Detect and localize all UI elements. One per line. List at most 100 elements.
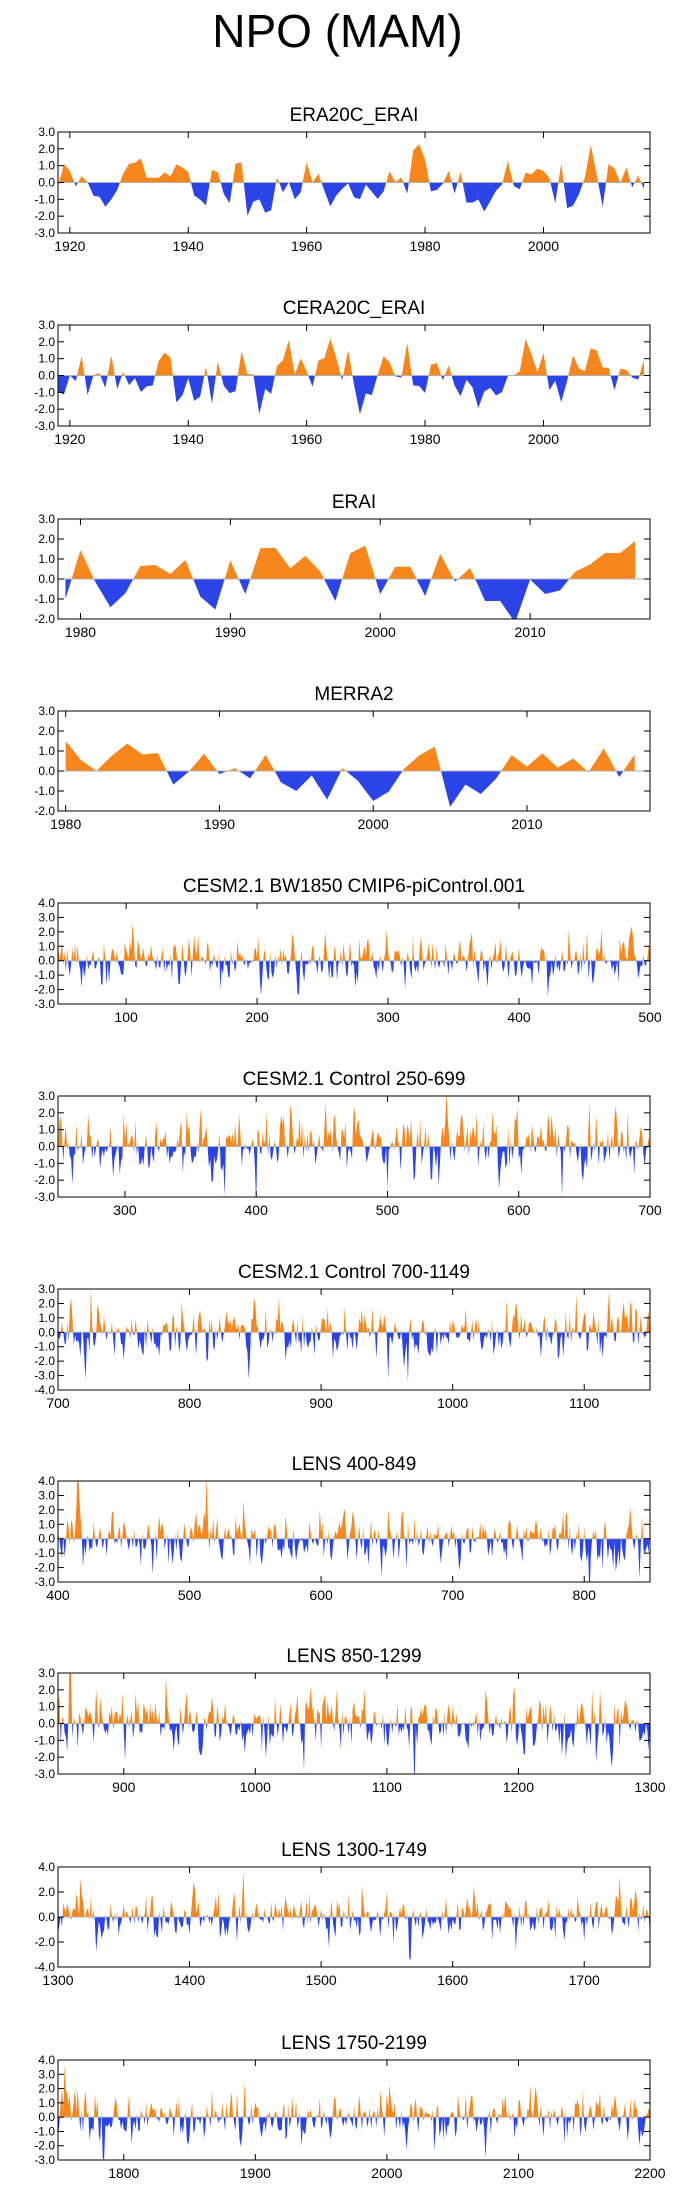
y-tick-label: 1.0: [38, 1700, 55, 1714]
y-tick-label: -3.0: [34, 1575, 55, 1589]
x-tick-label: 100: [114, 1009, 138, 1025]
panel-title: MERRA2: [314, 684, 393, 705]
plot-frame: [57, 2059, 651, 2161]
negative-area: [58, 375, 645, 415]
x-tick-label: 1900: [240, 2165, 271, 2181]
panel-title: CESM2.1 Control 700-1149: [238, 1262, 470, 1283]
positive-area: [65, 741, 635, 771]
y-tick-label: -2.0: [34, 804, 55, 818]
x-tick-label: 700: [46, 1395, 70, 1411]
panel-title: ERA20C_ERAI: [290, 105, 419, 126]
y-tick-label: 2.0: [38, 335, 55, 349]
y-tick-label: 0.0: [38, 954, 55, 968]
y-tick-label: 2.0: [38, 532, 55, 546]
y-tick-label: 0.0: [38, 1532, 55, 1546]
x-tick-label: 500: [178, 1587, 202, 1603]
positive-area: [65, 541, 636, 579]
panel-title: LENS 400-849: [292, 1454, 417, 1475]
x-tick-label: 700: [638, 1202, 662, 1218]
y-tick-label: -1.0: [34, 1546, 55, 1560]
y-tick-label: 3.0: [38, 2067, 55, 2081]
y-tick-label: 3.0: [38, 125, 55, 139]
data-series: [58, 144, 650, 216]
x-tick-label: 500: [638, 1009, 662, 1025]
x-tick-label: 1300: [634, 1779, 665, 1795]
y-tick-label: -2.0: [34, 209, 55, 223]
negative-area: [58, 1146, 650, 1197]
y-tick-label: 3.0: [38, 318, 55, 332]
y-tick-label: 0.0: [38, 2110, 55, 2124]
y-tick-label: 3.0: [38, 1282, 55, 1296]
x-tick-label: 200: [245, 1009, 269, 1025]
panel-title: CESM2.1 BW1850 CMIP6-piControl.001: [183, 876, 525, 897]
y-tick-label: 2.0: [38, 2082, 55, 2096]
x-tick-label: 800: [573, 1587, 597, 1603]
x-tick-label: 1980: [409, 431, 440, 447]
positive-area: [58, 1673, 650, 1724]
negative-area: [58, 960, 650, 998]
chart-panel: LENS 400-849 4.03.02.01.00.0-1.0-2.0-3.04…: [34, 1454, 651, 1603]
plot-frame: [57, 710, 651, 812]
chart-panel: LENS 850-1299 3.0 2.0 1.0 0.0 -1.0 -2.0 -3.0 900…: [34, 1646, 665, 1795]
y-tick-label: -1.0: [34, 1156, 55, 1170]
x-tick-label: 1960: [291, 431, 322, 447]
x-tick-label: 2200: [634, 2165, 665, 2181]
x-tick-label: 300: [113, 1202, 137, 1218]
panel-title: CESM2.1 Control 250-699: [243, 1069, 466, 1090]
y-tick-label: 0.0: [38, 1717, 55, 1731]
x-tick-label: 1990: [215, 624, 246, 640]
y-tick-label: 1.0: [38, 552, 55, 566]
x-tick-label: 1980: [50, 816, 81, 832]
negative-area: [58, 1917, 650, 1961]
y-tick-label: 2.0: [38, 142, 55, 156]
y-tick-label: 0.0: [38, 369, 55, 383]
y-tick-label: -3.0: [34, 226, 55, 240]
x-tick-label: 400: [245, 1202, 269, 1218]
plot-frame: [57, 902, 651, 1005]
y-tick-label: 1.0: [38, 939, 55, 953]
data-series: [58, 922, 650, 998]
chart-panel: ERAI 3.0 2.0 1.0 0.0 -1.0 -2.0 1980 1990 2000 2010: [34, 492, 651, 640]
positive-area: [58, 2064, 650, 2118]
y-tick-label: -4.0: [34, 1960, 55, 1974]
y-tick-label: 2.0: [38, 1106, 55, 1120]
y-tick-label: 1.0: [38, 1123, 55, 1137]
x-tick-label: 2010: [511, 816, 542, 832]
x-tick-label: 900: [112, 1779, 136, 1795]
x-tick-label: 2010: [515, 624, 546, 640]
x-tick-label: 1960: [291, 238, 322, 254]
y-tick-label: -3.0: [34, 1190, 55, 1204]
y-tick-label: -1.0: [34, 385, 55, 399]
y-tick-label: 2.0: [38, 1885, 55, 1899]
y-tick-label: 1.0: [38, 1517, 55, 1531]
x-tick-label: 300: [376, 1009, 400, 1025]
negative-area: [58, 1723, 650, 1774]
x-tick-label: 400: [46, 1587, 70, 1603]
negative-area: [65, 579, 636, 619]
positive-area: [58, 1870, 650, 1917]
x-tick-label: 2000: [528, 238, 559, 254]
data-series: [58, 1481, 650, 1582]
positive-area: [58, 338, 645, 376]
y-tick-label: -3.0: [34, 1767, 55, 1781]
y-tick-label: -1.0: [34, 192, 55, 206]
negative-area: [65, 771, 635, 807]
x-tick-label: 800: [178, 1395, 202, 1411]
x-tick-label: 2000: [528, 431, 559, 447]
x-tick-label: 1500: [306, 1972, 337, 1988]
chart-panel: LENS 1750-2199 4.03.02.01.00.0-1.0-2.0-3.…: [34, 2033, 665, 2181]
data-series: [58, 1096, 650, 1197]
y-tick-label: 1.0: [38, 159, 55, 173]
data-series: [58, 741, 650, 807]
y-tick-label: 3.0: [38, 512, 55, 526]
y-tick-label: -1.0: [34, 592, 55, 606]
y-tick-label: -2.0: [34, 1354, 55, 1368]
y-tick-label: 3.0: [38, 1488, 55, 1502]
y-tick-label: 4.0: [38, 896, 55, 910]
x-tick-label: 1000: [240, 1779, 271, 1795]
y-tick-label: -2.0: [34, 402, 55, 416]
data-series: [58, 1673, 650, 1774]
negative-area: [58, 1332, 650, 1383]
